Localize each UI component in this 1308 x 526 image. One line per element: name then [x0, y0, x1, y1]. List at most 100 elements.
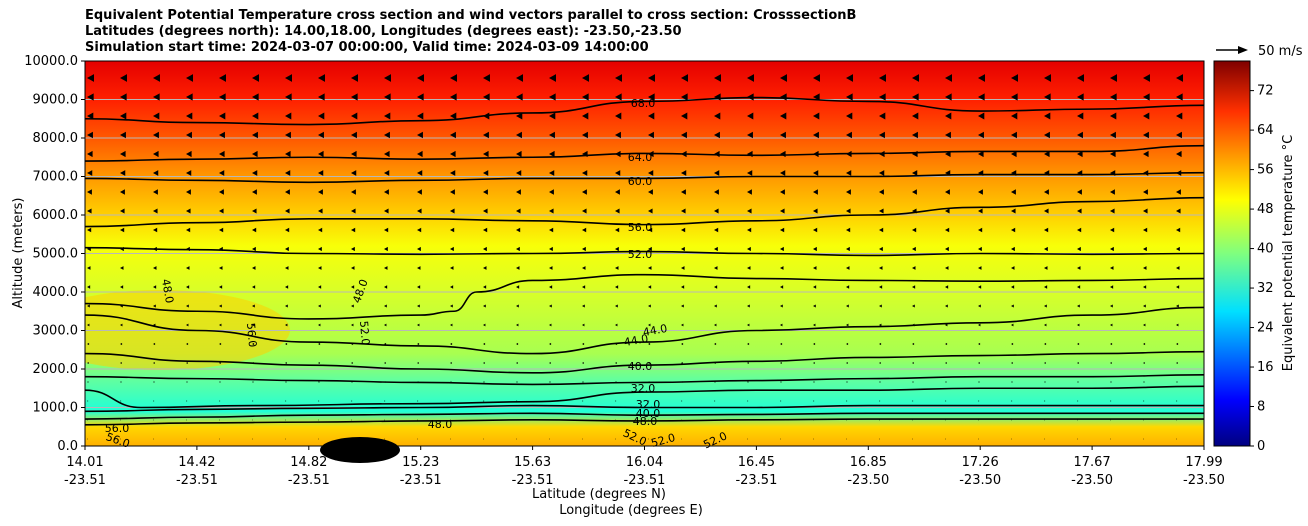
wind-arrow [1143, 131, 1149, 139]
wind-arrow [780, 438, 781, 440]
wind-arrow [252, 285, 256, 289]
wind-arrow [1176, 400, 1178, 402]
wind-arrow [747, 342, 750, 346]
wind-arrow [417, 381, 419, 383]
wind-arrow [516, 438, 517, 440]
wind-arrow [879, 150, 885, 158]
wind-arrow [780, 323, 783, 327]
wind-arrow [1077, 362, 1079, 364]
wind-arrow [813, 285, 817, 289]
wind-arrow [780, 246, 784, 252]
wind-arrow [1176, 246, 1180, 252]
wind-arrow [219, 400, 221, 402]
wind-arrow [252, 112, 259, 120]
wind-arrow [978, 246, 982, 252]
wind-arrow [351, 208, 356, 214]
wind-arrow [186, 342, 189, 346]
y-axis-label: Altitude (meters) [11, 198, 26, 309]
wind-arrow [516, 419, 517, 421]
x-tick-lat: 16.85 [850, 455, 887, 470]
wind-arrow [384, 131, 390, 139]
wind-arrow [648, 246, 652, 252]
wind-arrow [153, 170, 159, 176]
wind-arrow [681, 458, 682, 459]
wind-arrow [582, 438, 583, 440]
wind-arrow [450, 227, 455, 233]
wind-arrow [648, 323, 651, 327]
wind-arrow [780, 131, 786, 139]
wind-arrow [549, 323, 552, 327]
wind-arrow [1143, 189, 1148, 195]
wind-arrow [483, 266, 487, 270]
wind-arrow [648, 438, 649, 440]
contour-label: 44.0 [623, 332, 649, 349]
wind-arrow [945, 381, 947, 383]
wind-arrow [516, 323, 519, 327]
wind-arrow [516, 74, 523, 82]
wind-arrow [1176, 458, 1177, 459]
wind-arrow [351, 150, 357, 158]
colorbar-tick-label: 0 [1257, 439, 1265, 454]
wind-arrow [483, 150, 489, 158]
wind-arrow [648, 150, 654, 158]
wind-arrow [714, 189, 719, 195]
wind-arrow [879, 93, 886, 101]
wind-arrow [648, 342, 651, 346]
wind-arrow [87, 323, 90, 327]
wind-arrow [1176, 342, 1179, 346]
wind-arrow [1110, 246, 1114, 252]
wind-arrow [1011, 189, 1016, 195]
wind-arrow [219, 74, 226, 82]
wind-arrow [780, 458, 781, 459]
wind-arrow [846, 74, 853, 82]
wind-arrow [351, 93, 358, 101]
wind-arrow [1077, 93, 1084, 101]
wind-arrow [714, 246, 718, 252]
terrain-mound [320, 437, 400, 463]
wind-arrow [681, 342, 684, 346]
contour-28 [85, 404, 1204, 413]
wind-arrow [615, 304, 618, 308]
wind-arrow [153, 208, 158, 214]
wind-arrow [285, 170, 291, 176]
wind-arrow [1110, 208, 1115, 214]
wind-arrow [1110, 342, 1113, 346]
title-line-2: Latitudes (degrees north): 14.00,18.00, … [85, 24, 682, 39]
wind-arrow [417, 74, 424, 82]
wind-arrow [1143, 438, 1144, 440]
wind-arrow [186, 227, 191, 233]
wind-arrow [1044, 304, 1047, 308]
wind-arrow [252, 400, 254, 402]
wind-arrow [252, 342, 255, 346]
wind-arrow [747, 266, 751, 270]
wind-arrow [582, 304, 585, 308]
wind-arrow [153, 304, 156, 308]
x-tick-lon: -23.51 [176, 473, 218, 488]
wind-arrow [549, 304, 552, 308]
wind-arrow [813, 458, 814, 459]
wind-arrow [1176, 170, 1182, 176]
wind-arrow [846, 246, 850, 252]
wind-arrow [1044, 170, 1050, 176]
wind-arrow [879, 419, 880, 421]
wind-arrow [450, 74, 457, 82]
wind-arrow [1011, 246, 1015, 252]
wind-arrow [879, 131, 885, 139]
wind-arrow [549, 246, 553, 252]
wind-arrow [252, 381, 254, 383]
wind-arrow [1011, 227, 1016, 233]
wind-arrow [1011, 208, 1016, 214]
wind-arrow [549, 381, 551, 383]
wind-arrow [384, 400, 386, 402]
wind-arrow [813, 266, 817, 270]
wind-arrow [846, 170, 852, 176]
wind-arrow [1143, 227, 1148, 233]
x-tick-lon: -23.51 [512, 473, 554, 488]
wind-arrow [945, 342, 948, 346]
wind-arrow [813, 227, 818, 233]
wind-arrow [681, 112, 688, 120]
wind-arrow [945, 458, 946, 459]
wind-arrow [549, 227, 554, 233]
wind-arrow [912, 458, 913, 459]
wind-arrow [978, 285, 982, 289]
